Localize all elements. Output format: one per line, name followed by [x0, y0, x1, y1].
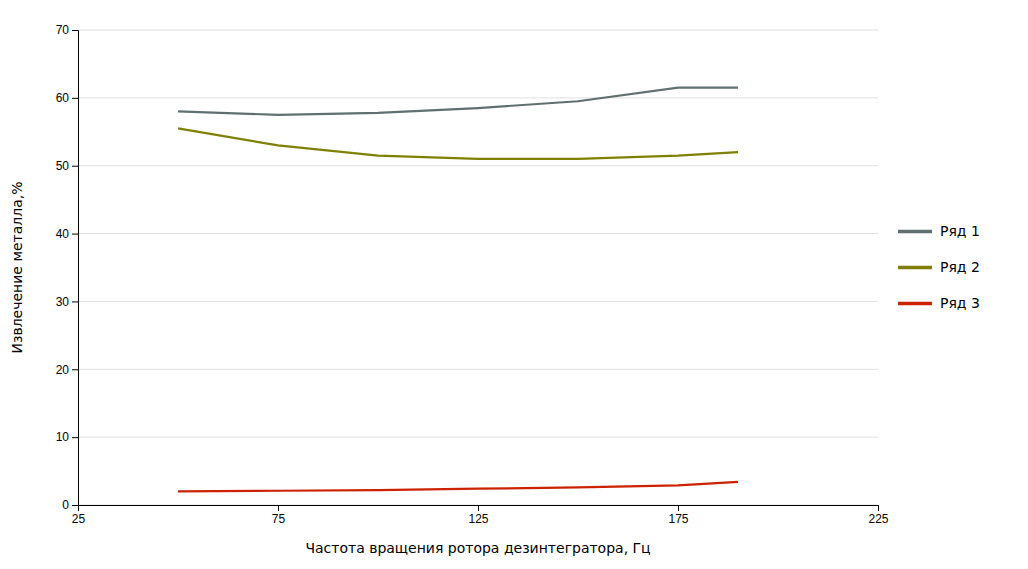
y-tick-mark	[72, 369, 78, 370]
x-tick: 125	[468, 505, 488, 526]
chart: 25 75 125 175 225 0 10 20 30 40 50 60 70 Частота вращ…	[0, 0, 1028, 569]
x-tick-label: 225	[868, 512, 888, 526]
legend-swatch	[898, 230, 932, 234]
x-tick: 175	[668, 505, 688, 526]
y-tick-mark	[72, 437, 78, 438]
y-tick-mark	[72, 30, 78, 31]
grid-line	[78, 30, 878, 31]
grid-line	[78, 369, 878, 370]
x-tick: 75	[272, 505, 286, 526]
y-tick-label: 0	[62, 498, 69, 512]
y-axis-line	[72, 31, 79, 506]
grid-line	[78, 233, 878, 234]
series-line	[178, 482, 738, 492]
y-tick: 0	[62, 498, 78, 512]
legend-label: Ряд 1	[940, 223, 980, 239]
x-tick-label: 175	[668, 512, 688, 526]
grid	[78, 30, 878, 505]
y-tick: 10	[56, 430, 78, 444]
y-tick-label: 10	[56, 430, 70, 444]
plot: 25 75 125 175 225 0 10 20 30 40 50 60 70	[56, 23, 889, 525]
x-tick-label: 25	[72, 512, 86, 526]
y-tick-label: 70	[56, 23, 70, 37]
y-tick-label: 30	[56, 295, 70, 309]
x-tick-mark	[278, 505, 279, 511]
y-tick: 60	[56, 91, 78, 105]
legend-swatch	[898, 266, 932, 270]
y-tick: 40	[56, 227, 78, 241]
grid-line	[78, 165, 878, 166]
x-tick-label: 75	[272, 512, 286, 526]
y-tick-label: 50	[56, 159, 70, 173]
lines	[178, 88, 738, 492]
y-tick-mark	[72, 98, 78, 99]
legend-item: Ряд 2	[898, 259, 980, 275]
x-axis-line	[79, 506, 879, 512]
x-tick-mark	[878, 505, 879, 511]
grid-line	[78, 301, 878, 302]
x-tick: 225	[868, 505, 888, 526]
legend-item: Ряд 1	[898, 223, 980, 239]
x-tick: 25	[72, 505, 86, 526]
series-line	[178, 128, 738, 159]
series-line	[178, 88, 738, 115]
y-tick: 20	[56, 363, 78, 377]
x-tick-mark	[678, 505, 679, 511]
y-tick: 70	[56, 23, 78, 37]
x-tick-mark	[478, 505, 479, 511]
legend-swatch	[898, 302, 932, 306]
grid-line	[78, 437, 878, 438]
legend: Ряд 1 Ряд 2 Ряд 3	[898, 223, 980, 311]
y-tick-mark	[72, 234, 78, 235]
y-tick: 50	[56, 159, 78, 173]
y-axis: 0 10 20 30 40 50 60 70	[56, 23, 79, 512]
x-axis: 25 75 125 175 225	[72, 505, 889, 526]
legend-item: Ряд 3	[898, 295, 980, 311]
y-tick-mark	[72, 505, 78, 506]
y-axis-title: Извлечение металла,%	[9, 181, 25, 353]
y-tick-label: 60	[56, 91, 70, 105]
y-tick: 30	[56, 295, 78, 309]
y-tick-mark	[72, 301, 78, 302]
grid-line	[78, 97, 878, 98]
x-tick-label: 125	[468, 512, 488, 526]
legend-label: Ряд 2	[940, 259, 980, 275]
y-tick-label: 40	[56, 227, 70, 241]
y-tick-mark	[72, 166, 78, 167]
legend-label: Ряд 3	[940, 295, 980, 311]
y-tick-label: 20	[56, 363, 70, 377]
x-axis-title: Частота вращения ротора дезинтегратора, …	[305, 540, 650, 556]
